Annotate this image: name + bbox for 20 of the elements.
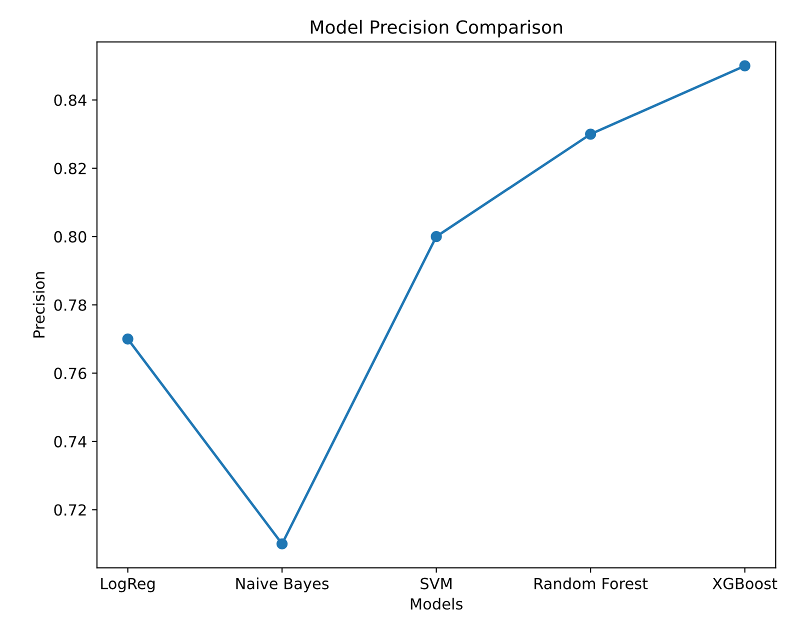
point [276, 538, 288, 550]
y-axis-title: Precision [32, 272, 45, 338]
x-axis-title: Models [410, 598, 462, 610]
y-tick-label: 0.78 [54, 299, 86, 311]
x-tick-label: XGBoost [712, 578, 778, 590]
x-tick-label: Naive Bayes [236, 578, 329, 592]
y-tick-label: 0.84 [54, 94, 86, 106]
point [739, 60, 750, 72]
y-tick-label: 0.76 [54, 368, 86, 380]
x-tick-label: Random Forest [534, 578, 648, 590]
y-tick-label: 0.74 [54, 436, 86, 448]
x-tick-label: SVM [420, 578, 452, 590]
y-tick-label: 0.82 [54, 162, 86, 174]
y-tick-label: 0.80 [54, 231, 86, 243]
y-tick-label: 0.72 [54, 504, 86, 516]
point [122, 333, 134, 345]
point [430, 231, 442, 242]
x-tick-label: LogReg [101, 578, 155, 592]
point [585, 128, 596, 140]
chart-title: Model Precision Comparison [310, 20, 562, 38]
